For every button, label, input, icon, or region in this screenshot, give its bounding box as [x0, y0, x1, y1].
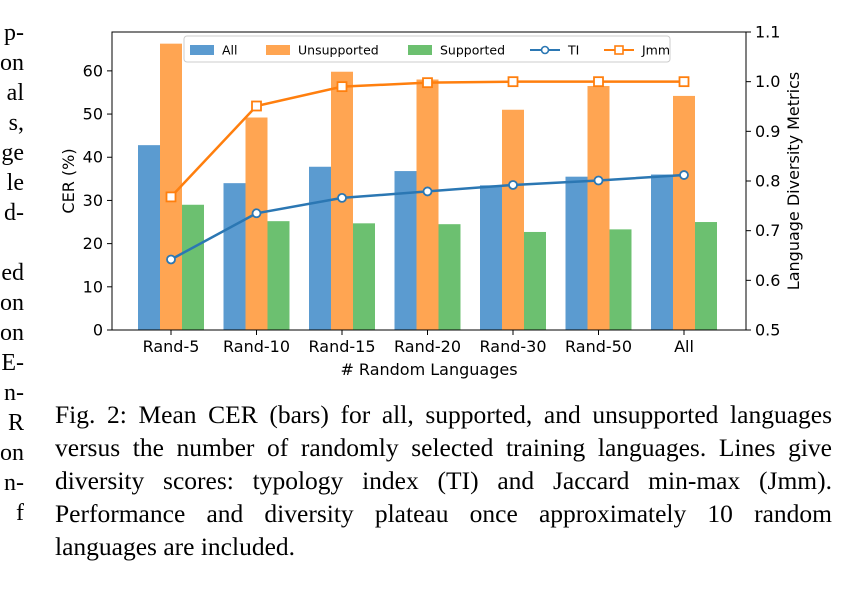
y-tick-label-right: 0.9 [755, 122, 780, 141]
point-jmm [165, 191, 177, 203]
left-margin-line: E- [1, 350, 24, 376]
y-tick-label-left: 10 [83, 277, 103, 296]
point-jmm [593, 76, 604, 88]
bar-supported [353, 223, 375, 330]
y-tick-label-left: 40 [83, 148, 103, 167]
x-tick-label: Rand-30 [480, 337, 547, 356]
y-tick-label-left: 60 [83, 61, 103, 80]
x-tick-label: Rand-10 [223, 337, 290, 356]
axes-layer: 0 10 20 30 40 50 60 0.5 0.6 0.7 0.8 0.9 1.0 1.1 Rand-5… [83, 23, 781, 357]
y-tick-label-right: 0.5 [755, 321, 780, 340]
legend-supported-label: Supported [440, 43, 505, 58]
left-margin-line: al [6, 80, 24, 106]
left-margin-line: R [7, 410, 24, 436]
y-tick-label-left: 0 [93, 321, 103, 340]
cer-chart: 0 10 20 30 40 50 60 0.5 0.6 0.7 0.8 0.9 1.0 1.1 Rand-5… [59, 23, 803, 380]
left-margin-line: p- [4, 20, 24, 46]
figure-caption: Fig. 2: Mean CER (bars) for all, support… [55, 400, 832, 561]
left-margin-line: on [0, 50, 24, 76]
bar-supported [182, 204, 204, 330]
bar-all [309, 166, 331, 330]
bar-all [223, 183, 246, 330]
left-margin-line: on [0, 440, 24, 466]
lines-layer [165, 76, 690, 265]
legend: All Unsupported Supported TI Jmm [183, 35, 671, 63]
x-axis-label: # Random Languages [340, 360, 517, 379]
y-axis-label-right: Language Diversity Metrics [784, 72, 803, 290]
left-margin-line: n- [4, 380, 24, 406]
left-margin-line: ed [1, 260, 24, 286]
left-margin-line: on [0, 290, 24, 316]
point-ti [422, 186, 433, 197]
point-ti [337, 192, 347, 203]
bar-unsupported [245, 117, 268, 330]
bar-unsupported [416, 79, 439, 330]
left-margin-line: f [16, 500, 24, 526]
left-margin-line: n- [4, 470, 24, 496]
legend-supported-swatch [408, 45, 432, 55]
bar-all [651, 174, 673, 330]
left-margin-line: s, [8, 110, 24, 136]
bar-unsupported [587, 85, 610, 330]
point-ti [508, 180, 518, 190]
y-tick-label-right: 0.7 [755, 221, 780, 240]
x-tick-label: Rand-5 [143, 337, 200, 356]
point-jmm [251, 100, 262, 112]
legend-ti-label: TI [567, 43, 579, 58]
point-jmm [507, 76, 519, 88]
point-ti [593, 175, 604, 186]
legend-jmm-marker [614, 45, 624, 55]
legend-all-swatch [190, 45, 214, 55]
y-tick-label-right: 1.0 [755, 72, 780, 91]
point-jmm [422, 77, 433, 89]
bar-all [394, 171, 417, 330]
y-tick-label-right: 1.1 [755, 23, 780, 42]
bar-supported [267, 221, 290, 330]
y-tick-label-right: 0.8 [755, 172, 780, 191]
bar-unsupported [502, 109, 524, 330]
y-tick-label-left: 50 [83, 105, 103, 124]
bar-all [138, 145, 160, 330]
y-axis-label-left: CER (%) [59, 148, 78, 213]
legend-unsupported-swatch [266, 45, 290, 55]
bar-supported [438, 224, 461, 330]
point-ti [251, 208, 262, 219]
point-ti [679, 170, 689, 180]
legend-jmm-label: Jmm [641, 43, 670, 58]
bar-supported [609, 229, 632, 330]
bar-supported [695, 222, 717, 330]
left-margin-line: d- [4, 200, 24, 226]
bar-all [480, 185, 502, 330]
x-tick-label: Rand-20 [394, 337, 461, 356]
bar-unsupported [160, 43, 182, 331]
point-jmm [678, 76, 690, 88]
legend-unsupported-label: Unsupported [298, 43, 379, 58]
left-margin-line: on [0, 320, 24, 346]
left-margin-line: le [6, 170, 24, 196]
y-tick-label-left: 30 [83, 191, 103, 210]
left-margin-line: ge [1, 140, 24, 166]
y-tick-label-left: 20 [83, 234, 103, 253]
point-jmm [336, 81, 348, 93]
legend-ti-marker [540, 45, 550, 55]
legend-all-label: All [222, 43, 238, 58]
x-tick-label: Rand-50 [565, 337, 632, 356]
bar-all [565, 176, 588, 330]
bar-unsupported [673, 95, 695, 330]
point-ti [166, 254, 176, 265]
bar-supported [524, 231, 546, 330]
x-tick-label: Rand-15 [309, 337, 376, 356]
y-tick-label-right: 0.6 [755, 271, 780, 290]
x-tick-label: All [674, 337, 694, 356]
